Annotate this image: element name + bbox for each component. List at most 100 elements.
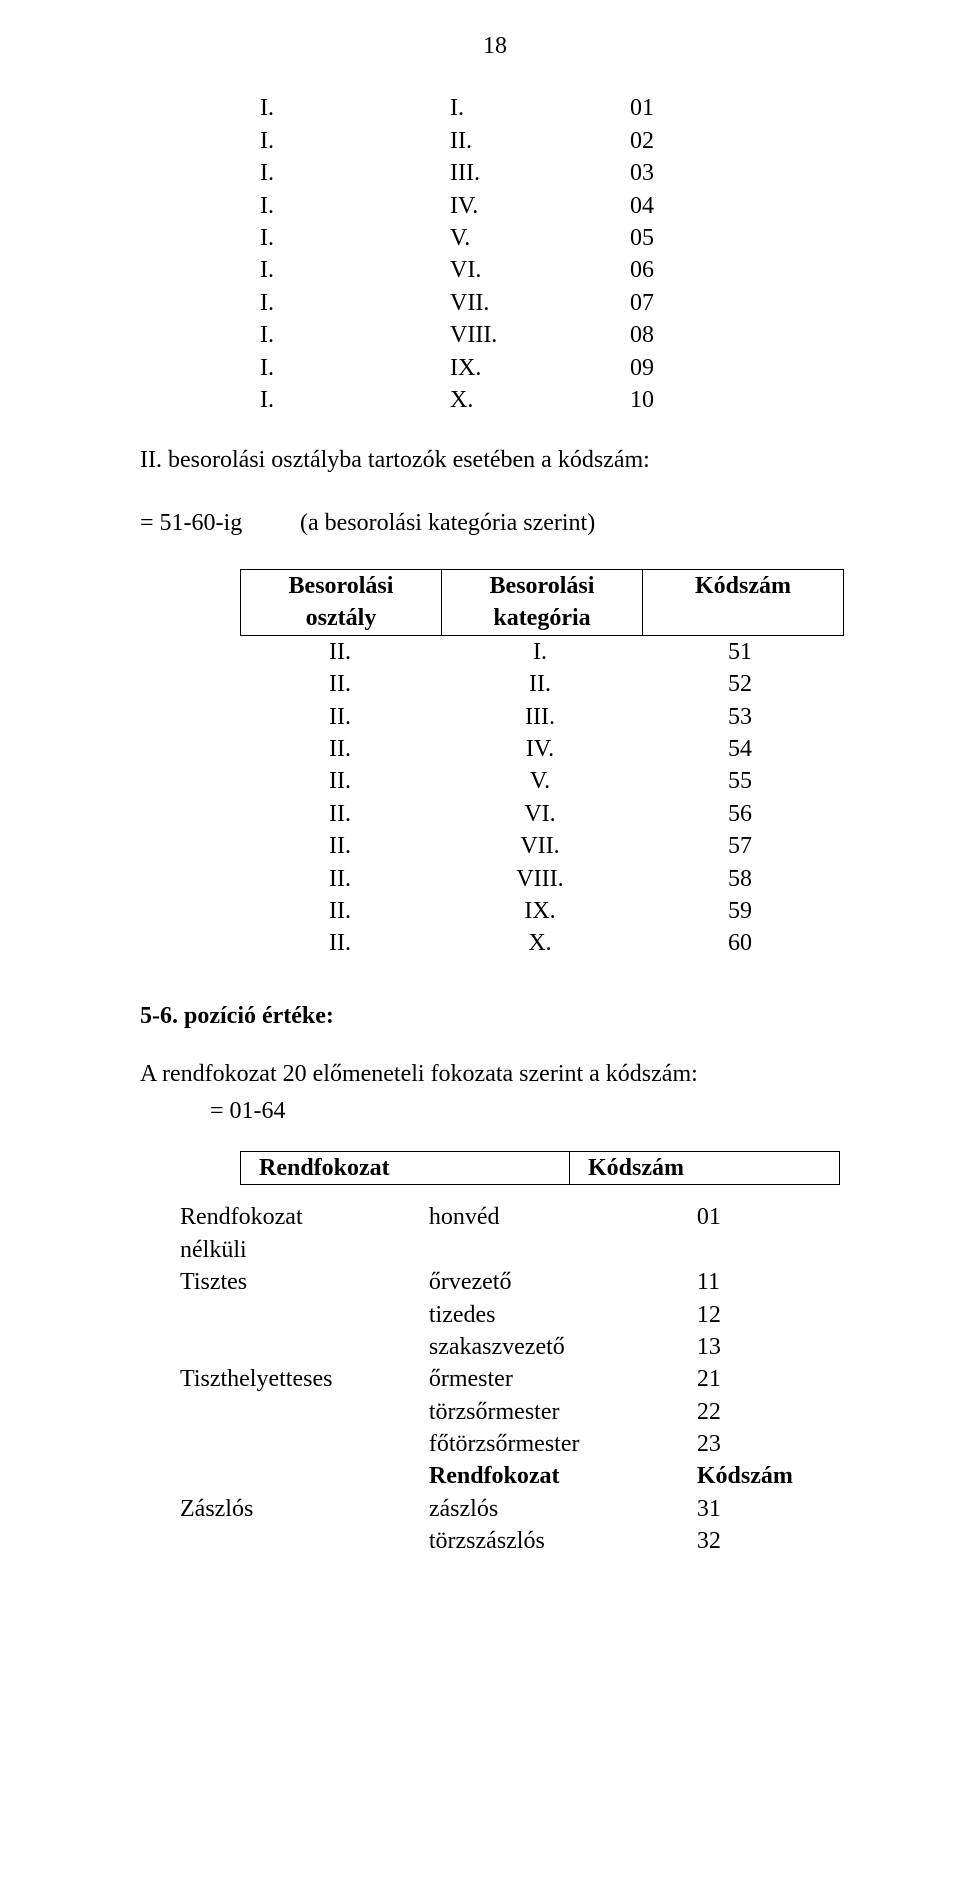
table-cell	[429, 1234, 697, 1266]
table-cell-group: Tiszthelyetteses	[180, 1363, 429, 1395]
table-cell: főtörzsőrmester	[429, 1428, 697, 1460]
table-cell: IX.	[440, 895, 640, 927]
table-row: főtörzsőrmester23	[180, 1428, 850, 1460]
table-row: I.X.10	[260, 384, 850, 416]
table-cell: 32	[697, 1525, 850, 1557]
table-cell-group	[180, 1525, 429, 1557]
table-cell: I.	[260, 319, 450, 351]
table-row: II.IX.59	[240, 895, 850, 927]
table-cell: I.	[260, 125, 450, 157]
table2-header-col1-b: osztály	[241, 602, 441, 634]
table-row: I.V.05	[260, 222, 850, 254]
table-cell: 53	[640, 701, 840, 733]
def-key: = 51-60-ig	[140, 507, 300, 539]
table-cell: 02	[630, 125, 750, 157]
table2-header-col2-a: Besorolási	[442, 570, 642, 602]
table-row: I.VII.07	[260, 287, 850, 319]
table-cell: II.	[240, 765, 440, 797]
table-kodszam-2: Besorolási osztály Besorolási kategória …	[240, 569, 850, 960]
table-cell-group	[180, 1299, 429, 1331]
table-cell: X.	[440, 927, 640, 959]
table-cell: I.	[260, 254, 450, 286]
table-cell: 22	[697, 1396, 850, 1428]
table2-header-col1-a: Besorolási	[241, 570, 441, 602]
def-value: (a besorolási kategória szerint)	[300, 507, 595, 539]
table-row: I.I.01	[260, 92, 850, 124]
table-cell: II.	[240, 701, 440, 733]
table-row: I.IV.04	[260, 190, 850, 222]
table-row: II.VII.57	[240, 830, 850, 862]
table-cell: 13	[697, 1331, 850, 1363]
table-cell: 23	[697, 1428, 850, 1460]
table-row: Rendfokozathonvéd01	[180, 1201, 850, 1233]
table-row: II.V.55	[240, 765, 850, 797]
paragraph-rendfokozat-2: = 01-64	[210, 1095, 850, 1127]
section-heading-56: 5-6. pozíció értéke:	[140, 1000, 850, 1032]
table-cell: VI.	[440, 798, 640, 830]
table-row: Zászlószászlós31	[180, 1493, 850, 1525]
table-row: RendfokozatKódszám	[180, 1460, 850, 1492]
table-cell: I.	[260, 190, 450, 222]
table-row: Tiszthelyettesesőrmester21	[180, 1363, 850, 1395]
table-row: Tisztesőrvezető11	[180, 1266, 850, 1298]
table-cell: VII.	[440, 830, 640, 862]
table-cell: 04	[630, 190, 750, 222]
table-row: II.X.60	[240, 927, 850, 959]
table-cell: 03	[630, 157, 750, 189]
table-row: I.VI.06	[260, 254, 850, 286]
table-cell: II.	[450, 125, 630, 157]
table-cell: II.	[240, 927, 440, 959]
table-cell: II.	[240, 798, 440, 830]
table-cell: zászlós	[429, 1493, 697, 1525]
table-cell: I.	[260, 352, 450, 384]
table-row: tizedes12	[180, 1299, 850, 1331]
table-cell-group	[180, 1460, 429, 1492]
table-cell: 01	[697, 1201, 850, 1233]
paragraph-ii-besorolasi: II. besorolási osztályba tartozók esetéb…	[140, 444, 850, 476]
table-cell: V.	[450, 222, 630, 254]
table-cell: VI.	[450, 254, 630, 286]
table-cell: I.	[260, 287, 450, 319]
table-row: nélküli	[180, 1234, 850, 1266]
table-cell: 60	[640, 927, 840, 959]
table2-header-col2-b: kategória	[442, 602, 642, 634]
table-row: törzsőrmester22	[180, 1396, 850, 1428]
table-cell: VIII.	[440, 863, 640, 895]
table-row: I.VIII.08	[260, 319, 850, 351]
table-cell: I.	[440, 636, 640, 668]
table-cell: 54	[640, 733, 840, 765]
table-cell: III.	[450, 157, 630, 189]
table-row: II.IV.54	[240, 733, 850, 765]
table-cell: szakaszvezető	[429, 1331, 697, 1363]
table-cell-group: Rendfokozat	[180, 1201, 429, 1233]
table-row: II.I.51	[240, 636, 850, 668]
table-row: II.II.52	[240, 668, 850, 700]
table-cell: 55	[640, 765, 840, 797]
table-kodszam-1: I.I.01I.II.02I.III.03I.IV.04I.V.05I.VI.0…	[260, 92, 850, 416]
table-row: I.II.02	[260, 125, 850, 157]
table-cell: őrmester	[429, 1363, 697, 1395]
table-cell: 08	[630, 319, 750, 351]
table-cell: II.	[240, 830, 440, 862]
table3-header: Rendfokozat Kódszám	[240, 1151, 850, 1185]
table-cell: V.	[440, 765, 640, 797]
table-cell: 52	[640, 668, 840, 700]
table-cell: őrvezető	[429, 1266, 697, 1298]
table-cell: törzszászlós	[429, 1525, 697, 1557]
table-row: II.VI.56	[240, 798, 850, 830]
table-cell: II.	[240, 636, 440, 668]
table-cell: törzsőrmester	[429, 1396, 697, 1428]
table-cell: 56	[640, 798, 840, 830]
table-row: I.III.03	[260, 157, 850, 189]
table-cell: 07	[630, 287, 750, 319]
paragraph-line: II. besorolási osztályba tartozók esetéb…	[140, 444, 850, 476]
page: 18 I.I.01I.II.02I.III.03I.IV.04I.V.05I.V…	[0, 0, 960, 1890]
table-cell: II.	[240, 863, 440, 895]
table-cell: 11	[697, 1266, 850, 1298]
table2-header: Besorolási osztály Besorolási kategória …	[240, 569, 850, 636]
table-cell: 51	[640, 636, 840, 668]
table-cell: honvéd	[429, 1201, 697, 1233]
table-cell: 12	[697, 1299, 850, 1331]
table-cell: 01	[630, 92, 750, 124]
paragraph-def: = 51-60-ig (a besorolási kategória szeri…	[140, 507, 850, 539]
